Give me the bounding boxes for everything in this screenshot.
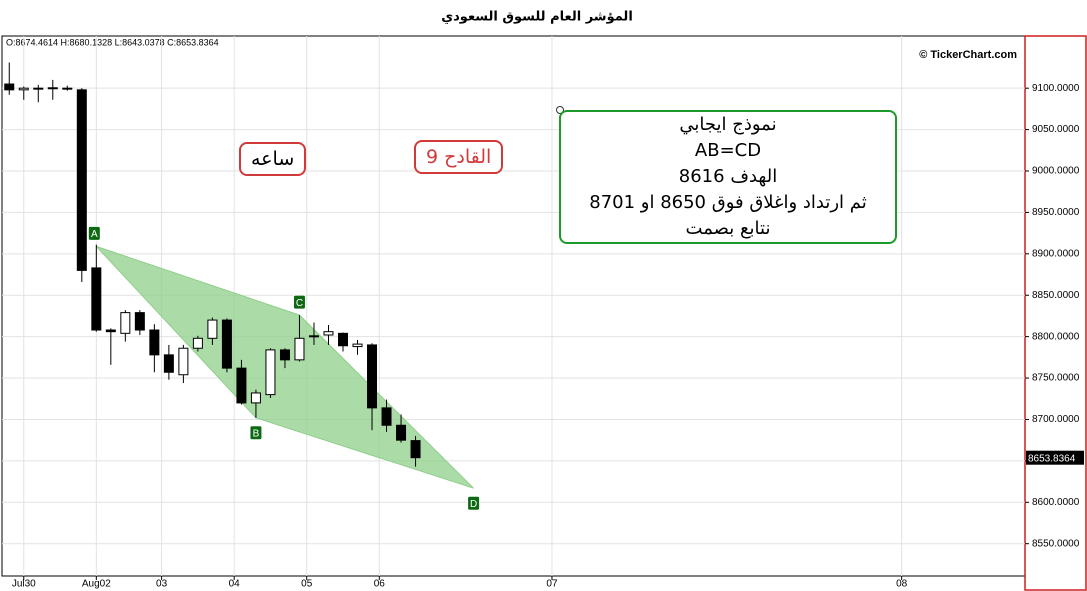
timeframe-note: ساعه <box>239 142 307 176</box>
chart-title: المؤشر العام للسوق السعودي <box>441 10 633 25</box>
last-price-bg <box>1026 450 1084 465</box>
trigger-note: القادح 9 <box>414 140 504 174</box>
note-line: ثم ارتداد واغلاق فوق 8650 او 8701 <box>589 192 867 213</box>
y-tick-label: 8550.0000 <box>1032 538 1080 549</box>
candle-body <box>120 312 131 334</box>
candle-body <box>410 440 421 459</box>
candle-body <box>236 367 247 404</box>
candle-body <box>33 87 44 90</box>
y-tick-label: 8800.0000 <box>1032 331 1080 342</box>
candle-body <box>18 87 29 91</box>
candle-body <box>91 267 102 331</box>
candle-body <box>178 347 189 376</box>
pattern-label: B <box>253 428 260 439</box>
pattern-label: A <box>91 229 98 240</box>
candle-body <box>149 329 160 356</box>
candle-body <box>134 312 145 331</box>
y-tick-label: 9100.0000 <box>1032 83 1080 94</box>
x-tick-label: 07 <box>546 579 558 590</box>
y-tick-label: 8700.0000 <box>1032 414 1080 425</box>
candle-body <box>352 343 363 348</box>
candle-body <box>367 344 378 409</box>
note-line: AB=CD <box>694 140 762 161</box>
x-tick-label: Aug02 <box>82 579 111 590</box>
note-line: نتابع بصمت <box>685 218 771 239</box>
candle-body <box>207 319 218 339</box>
note-line: الهدف 8616 <box>678 166 778 187</box>
ohlc-header: O:8674.4614 H:8680.1328 L:8643.0378 C:86… <box>6 37 219 47</box>
y-tick-label: 8950.0000 <box>1032 207 1080 218</box>
candle-body <box>163 354 174 373</box>
x-tick-label: Jul30 <box>12 579 36 590</box>
candle-body <box>4 83 15 91</box>
pattern-label-bg <box>87 225 101 241</box>
last-price: 8653.8364 <box>1028 453 1076 464</box>
copyright: © TickerChart.com <box>919 49 1017 61</box>
candle-body <box>221 319 232 369</box>
candle-body <box>62 87 73 90</box>
candle-body <box>279 349 290 361</box>
x-tick-label: 08 <box>896 579 908 590</box>
pattern-label: D <box>470 499 477 510</box>
analysis-note: نموذج ايجابي AB=CD الهدف 8616 ثم ارتداد واغ… <box>559 110 897 244</box>
y-tick-label: 8600.0000 <box>1032 497 1080 508</box>
x-tick-label: 04 <box>229 579 241 590</box>
note-line: نموذج ايجابي <box>679 114 777 135</box>
y-tick-label: 8850.0000 <box>1032 290 1080 301</box>
axis-frame <box>1024 35 1087 591</box>
pattern-label-bg <box>467 495 481 511</box>
y-tick-label: 8750.0000 <box>1032 373 1080 384</box>
y-tick-label: 9000.0000 <box>1032 166 1080 177</box>
candle-body <box>338 332 348 347</box>
x-tick-label: 05 <box>301 579 313 590</box>
pattern-label-bg <box>249 425 263 441</box>
candle-body <box>308 335 319 338</box>
y-tick-label: 8900.0000 <box>1032 248 1080 259</box>
pattern-label-bg <box>292 294 306 310</box>
y-tick-label: 9050.0000 <box>1032 124 1080 135</box>
candle-body <box>250 392 261 404</box>
candle-body <box>323 331 334 336</box>
candle-body <box>265 349 276 396</box>
x-tick-label: 06 <box>374 579 386 590</box>
pattern-label: C <box>296 298 303 309</box>
candle-body <box>105 329 116 333</box>
candle-body <box>76 89 87 271</box>
x-tick-label: 03 <box>156 579 168 590</box>
candle-body <box>396 424 407 441</box>
candle-body <box>192 337 203 349</box>
candle-body <box>47 87 58 90</box>
candle-body <box>381 407 392 426</box>
candle-body <box>294 337 305 361</box>
